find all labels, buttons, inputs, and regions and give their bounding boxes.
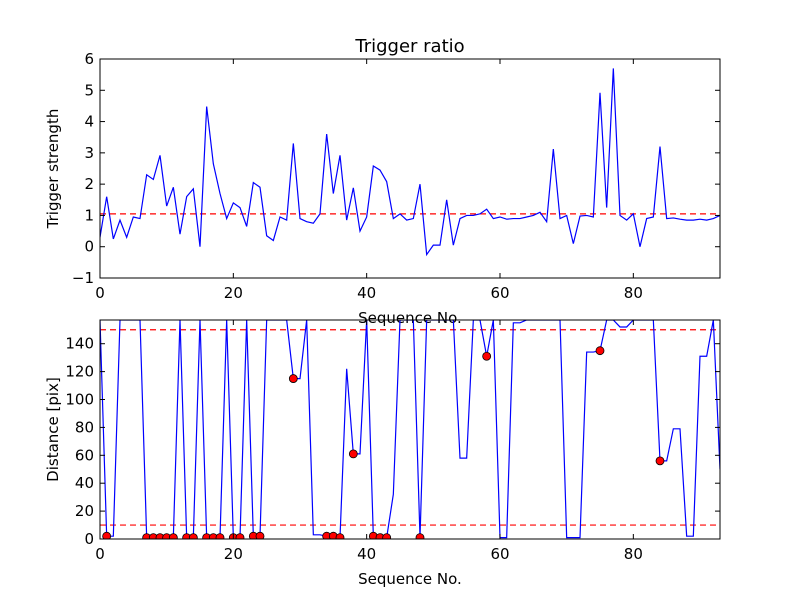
- x-axis-label: Sequence No.: [358, 309, 462, 327]
- x-axis-label: Sequence No.: [358, 570, 462, 588]
- y-tick-label: 3: [84, 144, 94, 162]
- plot-area: [100, 68, 720, 257]
- y-tick-label: 140: [65, 335, 94, 353]
- y-tick-label: 60: [75, 446, 94, 464]
- data-point: [255, 531, 265, 539]
- x-tick-label: 80: [624, 284, 643, 302]
- y-tick-label: 4: [84, 113, 94, 131]
- axes-frame: [99, 319, 721, 540]
- data-point: [482, 351, 492, 361]
- y-tick-label: 20: [75, 502, 94, 520]
- y-tick-label: 80: [75, 418, 94, 436]
- series-line: [100, 68, 720, 257]
- y-axis-label: Distance [pix]: [44, 377, 62, 482]
- data-point: [288, 374, 298, 383]
- y-tick-label: 120: [65, 363, 94, 381]
- y-tick-label: 40: [75, 474, 94, 492]
- x-tick-label: 40: [357, 284, 376, 302]
- y-tick-label: 0: [84, 530, 94, 548]
- data-point: [595, 346, 605, 356]
- y-tick-label: 6: [84, 50, 94, 68]
- x-tick-label: 60: [490, 545, 509, 563]
- data-point: [188, 533, 198, 539]
- data-point: [335, 533, 345, 539]
- y-tick-label: 0: [84, 238, 94, 256]
- data-point: [235, 533, 245, 539]
- data-point: [655, 456, 665, 466]
- data-point: [215, 533, 225, 539]
- x-tick-label: 80: [624, 545, 643, 563]
- x-tick-label: 40: [357, 545, 376, 563]
- y-tick-label: 100: [65, 391, 94, 409]
- x-tick-label: 0: [95, 284, 105, 302]
- x-tick-label: 20: [224, 284, 243, 302]
- data-point: [168, 533, 178, 539]
- y-tick-label: 2: [84, 175, 94, 193]
- distance-panel: 0 20 40 60 80 0 20 40 60 80 100 120 140 Sequence No. D…: [44, 319, 721, 588]
- data-point: [102, 531, 112, 539]
- y-tick-label: 1: [84, 206, 94, 224]
- x-tick-label: 0: [95, 545, 105, 563]
- y-tick-label: 5: [84, 81, 94, 99]
- plot-area: [100, 320, 720, 539]
- axes-frame: [99, 58, 721, 279]
- data-point: [382, 533, 392, 539]
- data-point: [348, 449, 358, 459]
- series-line: [100, 320, 720, 539]
- y-axis-label: Trigger strength: [44, 109, 62, 230]
- x-tick-label: 60: [490, 284, 509, 302]
- chart-title: Trigger ratio: [354, 36, 464, 57]
- x-tick-label: 20: [224, 545, 243, 563]
- data-point: [415, 533, 425, 539]
- y-tick-label: −1: [72, 269, 94, 287]
